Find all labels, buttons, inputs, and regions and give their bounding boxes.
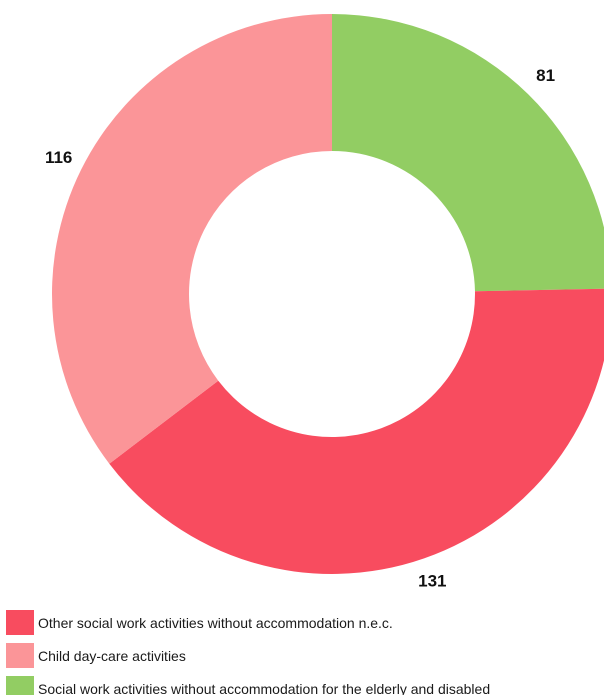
legend-item-child-day-care: Child day-care activities (6, 641, 604, 670)
legend-label: Child day-care activities (38, 647, 186, 664)
slice-value-label: 81 (536, 66, 555, 85)
slice-value-label: 116 (45, 148, 72, 167)
legend-swatch (6, 610, 34, 635)
legend-swatch (6, 676, 34, 695)
donut-slice-1 (109, 288, 604, 574)
legend-swatch (6, 643, 34, 668)
legend-label: Other social work activities without acc… (38, 614, 393, 631)
legend-label: Social work activities without accommoda… (38, 680, 491, 695)
donut-chart: 81 131 116 (45, 14, 604, 591)
slice-value-label: 131 (418, 572, 446, 591)
legend-item-elderly-disabled: Social work activities without accommoda… (6, 674, 604, 695)
legend: Other social work activities without acc… (6, 608, 604, 695)
legend-item-other-social-work: Other social work activities without acc… (6, 608, 604, 637)
donut-slice-2 (52, 14, 332, 464)
donut-slice-0 (332, 14, 604, 292)
